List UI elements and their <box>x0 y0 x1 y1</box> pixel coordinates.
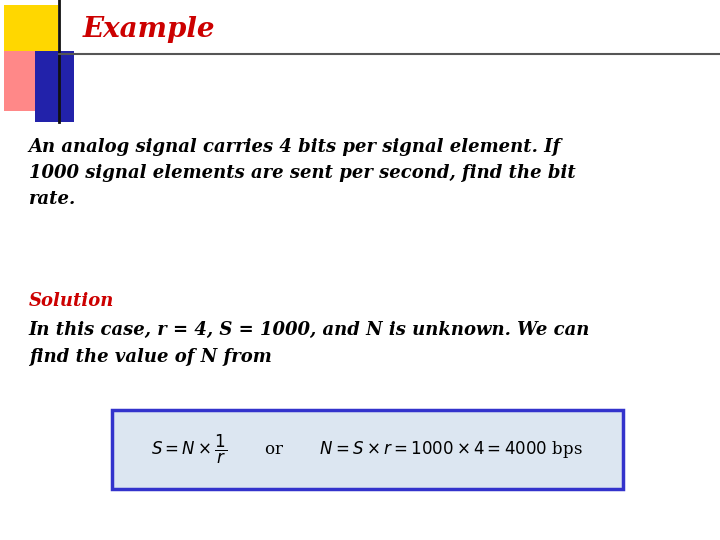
Bar <box>4 51 36 111</box>
Text: Solution: Solution <box>29 292 114 309</box>
FancyBboxPatch shape <box>112 410 623 489</box>
Text: An analog signal carries 4 bits per signal element. If
1000 signal elements are : An analog signal carries 4 bits per sign… <box>29 138 575 208</box>
Text: In this case, r = 4, S = 1000, and N is unknown. We can
find the value of N from: In this case, r = 4, S = 1000, and N is … <box>29 321 590 366</box>
Bar <box>35 51 74 122</box>
Text: Example: Example <box>83 16 215 43</box>
Text: $S = N \times \dfrac{1}{r}$       or       $N = S \times r = 1000 \times 4 = 400: $S = N \times \dfrac{1}{r}$ or $N = S \t… <box>151 433 583 466</box>
Bar <box>4 5 58 51</box>
